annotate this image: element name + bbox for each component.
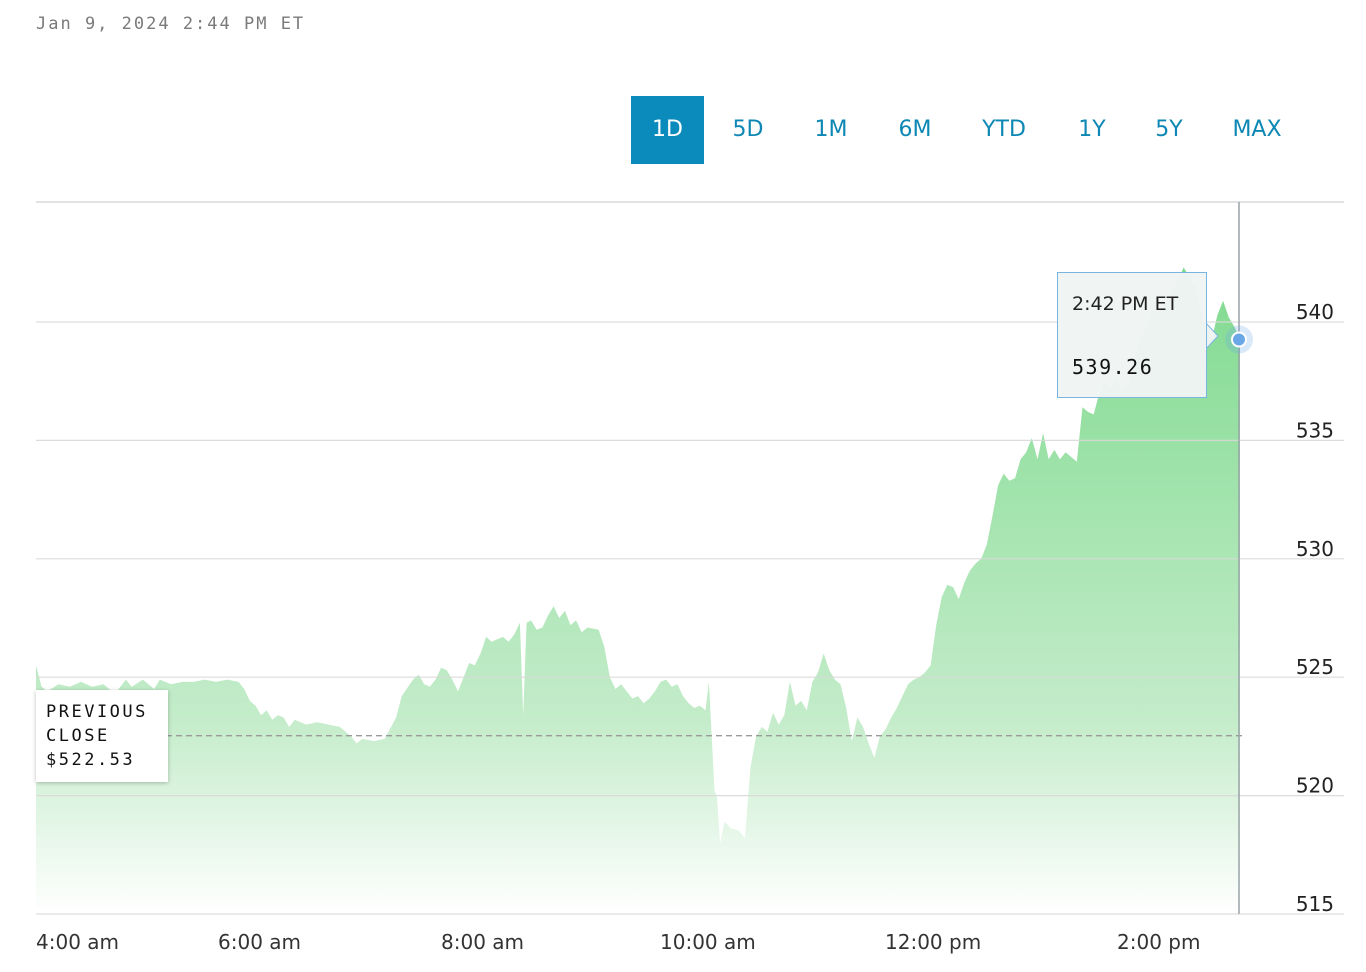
tab-6m[interactable]: 6M: [898, 117, 932, 142]
previous-close-value: $522.53: [46, 750, 136, 770]
x-tick-label: 2:00 pm: [1117, 930, 1200, 954]
y-tick-label: 525: [1296, 655, 1334, 679]
tab-5y[interactable]: 5Y: [1155, 117, 1183, 142]
y-tick-label: 540: [1296, 300, 1334, 324]
x-tick-label: 12:00 pm: [885, 930, 981, 954]
tooltip-arrow: [1205, 322, 1219, 350]
y-tick-label: 520: [1296, 774, 1334, 798]
x-tick-label: 6:00 am: [218, 930, 301, 954]
y-tick-label: 515: [1296, 892, 1334, 916]
tab-1y[interactable]: 1Y: [1078, 117, 1106, 142]
previous-close-line2: CLOSE: [46, 726, 110, 746]
range-tabs: 1D 5D 1M 6M YTD 1Y 5Y MAX: [631, 96, 1312, 164]
tab-5d[interactable]: 5D: [732, 117, 764, 142]
tab-1m[interactable]: 1M: [814, 117, 848, 142]
tab-1d[interactable]: 1D: [631, 96, 704, 164]
hover-tooltip: 2:42 PM ET 539.26: [1057, 272, 1207, 398]
quote-timestamp: Jan 9, 2024 2:44 PM ET: [36, 14, 306, 34]
tab-ytd[interactable]: YTD: [982, 117, 1026, 142]
x-tick-label: 10:00 am: [660, 930, 756, 954]
hover-marker[interactable]: [1231, 331, 1247, 348]
previous-close-label: PREVIOUS CLOSE $522.53: [36, 690, 168, 782]
tooltip-time: 2:42 PM ET: [1072, 293, 1179, 315]
y-tick-label: 530: [1296, 537, 1334, 561]
previous-close-line1: PREVIOUS: [46, 702, 148, 722]
x-tick-label: 4:00 am: [36, 930, 119, 954]
x-tick-label: 8:00 am: [441, 930, 524, 954]
price-area: [36, 267, 1240, 914]
tooltip-value: 539.26: [1072, 355, 1154, 379]
tab-max[interactable]: MAX: [1232, 117, 1282, 142]
y-tick-label: 535: [1296, 418, 1334, 442]
